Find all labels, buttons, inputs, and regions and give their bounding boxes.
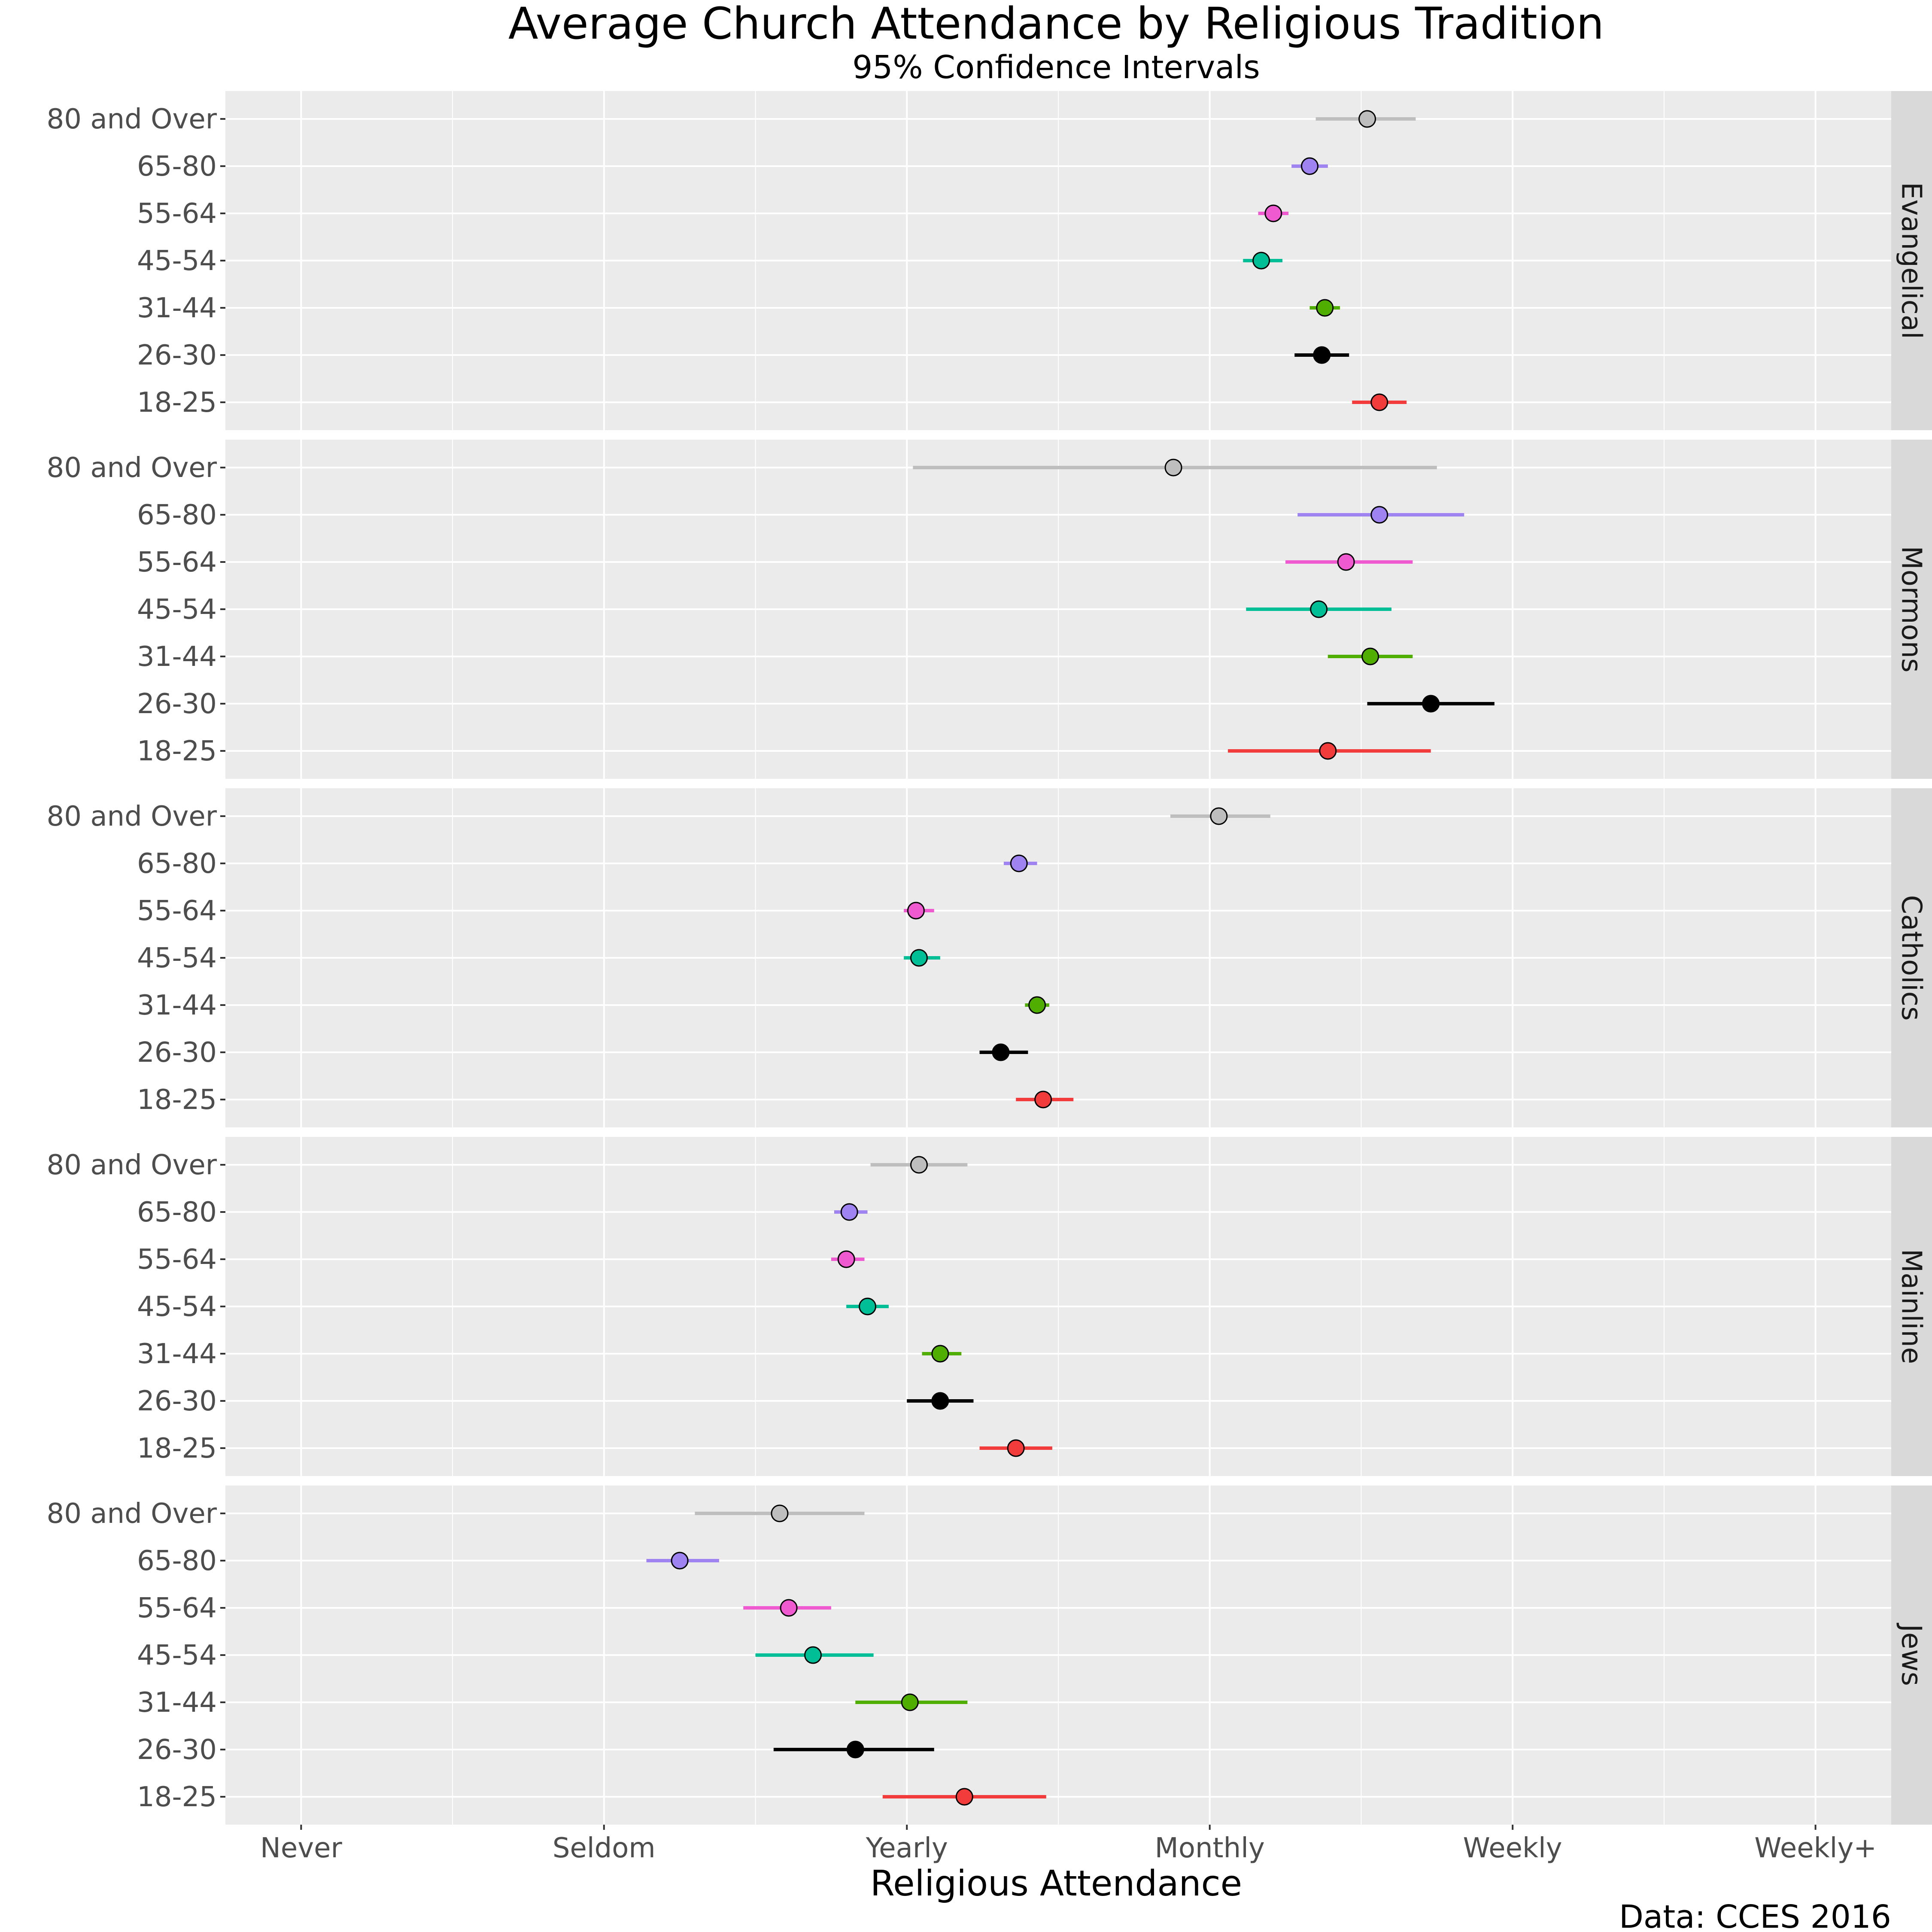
mean-point-31-44: [1316, 299, 1334, 317]
mean-point-26-30: [846, 1741, 864, 1759]
y-tick-label: 45-54: [137, 594, 217, 626]
y-tick-label: 18-25: [137, 1084, 217, 1116]
panel-mainline: 80 and Over 65-80 55-64 45-54 31-44 26-30 18-2…: [47, 1137, 1932, 1476]
mean-point-65-80: [671, 1552, 689, 1570]
x-axis-label: Religious Attendance: [870, 1863, 1242, 1904]
x-tick-label: Weekly+: [1754, 1832, 1877, 1864]
y-tick-label: 31-44: [137, 990, 217, 1021]
facet-strip: [1891, 1137, 1932, 1476]
facet-strip: [1891, 1485, 1932, 1825]
x-tick-label: Yearly: [866, 1832, 948, 1864]
facet-panels: 80 and Over 65-80 55-64 45-54 31-44 26-30 18-2…: [47, 91, 1932, 1825]
mean-point-80-and-over: [1358, 110, 1376, 128]
mean-point-80-and-over: [910, 1156, 928, 1174]
panel-evangelical: 80 and Over 65-80 55-64 45-54 31-44 26-30 18-2…: [47, 91, 1932, 430]
y-tick-label: 18-25: [137, 735, 217, 767]
panel-catholics: 80 and Over 65-80 55-64 45-54 31-44 26-30 18-2…: [47, 788, 1932, 1127]
y-tick-label: 80 and Over: [47, 1498, 217, 1530]
mean-point-18-25: [1034, 1091, 1052, 1109]
mean-point-65-80: [840, 1203, 858, 1221]
y-tick-label: 31-44: [137, 292, 217, 324]
facet-strip-label: Mormons: [1896, 546, 1927, 673]
y-tick-label: 45-54: [137, 1640, 217, 1671]
mean-point-45-54: [1252, 252, 1270, 270]
mean-point-55-64: [1337, 553, 1355, 571]
y-tick-label: 80 and Over: [47, 1149, 217, 1181]
mean-point-18-25: [955, 1788, 973, 1806]
y-tick-label: 80 and Over: [47, 801, 217, 832]
x-axis: Never Seldom Yearly Monthly Weekly Weekly+: [260, 1825, 1877, 1864]
mean-point-26-30: [1422, 695, 1440, 713]
y-tick-label: 80 and Over: [47, 103, 217, 135]
mean-point-31-44: [1361, 647, 1379, 665]
y-tick-label: 26-30: [137, 1385, 217, 1417]
mean-point-65-80: [1301, 157, 1319, 175]
mean-point-65-80: [1370, 506, 1388, 524]
mean-point-26-30: [931, 1392, 949, 1410]
mean-point-55-64: [907, 902, 925, 920]
mean-point-31-44: [931, 1345, 949, 1363]
y-tick-label: 80 and Over: [47, 452, 217, 484]
x-tick-label: Never: [260, 1832, 343, 1864]
y-tick-label: 55-64: [137, 895, 217, 927]
mean-point-45-54: [859, 1297, 877, 1315]
mean-point-26-30: [992, 1043, 1010, 1061]
facet-strip-label: Catholics: [1896, 895, 1927, 1021]
facet-strip-label: Evangelical: [1896, 182, 1927, 339]
y-tick-label: 26-30: [137, 340, 217, 371]
y-tick-label: 26-30: [137, 688, 217, 720]
chart-title: Average Church Attendance by Religious T…: [508, 0, 1604, 49]
facet-strip-label: Jews: [1896, 1622, 1927, 1686]
y-tick-label: 65-80: [137, 151, 217, 182]
facet-strip-label: Mainline: [1896, 1249, 1927, 1364]
mean-point-80-and-over: [1164, 459, 1182, 477]
y-tick-label: 31-44: [137, 1338, 217, 1370]
y-tick-label: 65-80: [137, 499, 217, 531]
x-tick-label: Seldom: [553, 1832, 656, 1864]
mean-point-55-64: [1264, 204, 1282, 222]
mean-point-65-80: [1010, 854, 1028, 872]
y-tick-label: 55-64: [137, 1244, 217, 1276]
mean-point-45-54: [1310, 600, 1328, 618]
y-tick-label: 26-30: [137, 1734, 217, 1766]
mean-point-80-and-over: [771, 1504, 789, 1522]
mean-point-55-64: [780, 1599, 798, 1617]
mean-point-31-44: [1028, 996, 1046, 1014]
y-tick-label: 31-44: [137, 1687, 217, 1719]
facet-strip: [1891, 440, 1932, 779]
y-tick-label: 18-25: [137, 387, 217, 419]
y-tick-label: 18-25: [137, 1781, 217, 1813]
mean-point-45-54: [910, 949, 928, 967]
y-tick-label: 45-54: [137, 1291, 217, 1323]
y-tick-label: 18-25: [137, 1433, 217, 1464]
y-tick-label: 31-44: [137, 641, 217, 673]
mean-point-45-54: [804, 1646, 822, 1664]
x-tick-label: Monthly: [1155, 1832, 1265, 1864]
facet-strip: [1891, 788, 1932, 1127]
y-tick-label: 45-54: [137, 942, 217, 974]
mean-point-18-25: [1319, 742, 1337, 760]
y-tick-label: 65-80: [137, 1197, 217, 1228]
y-tick-label: 26-30: [137, 1037, 217, 1069]
panel-mormons: 80 and Over 65-80 55-64 45-54 31-44 26-30 18-2…: [47, 440, 1932, 779]
x-tick-label: Weekly: [1463, 1832, 1562, 1864]
mean-point-80-and-over: [1210, 807, 1228, 825]
chart-subtitle: 95% Confidence Intervals: [852, 49, 1260, 86]
panel-jews: 80 and Over 65-80 55-64 45-54 31-44 26-30 18-2…: [47, 1485, 1932, 1825]
y-tick-label: 45-54: [137, 245, 217, 277]
mean-point-31-44: [901, 1693, 919, 1711]
y-tick-label: 55-64: [137, 547, 217, 578]
y-tick-label: 65-80: [137, 1545, 217, 1577]
caption: Data: CCES 2016: [1619, 1899, 1891, 1932]
y-tick-label: 65-80: [137, 848, 217, 880]
mean-point-26-30: [1313, 346, 1331, 364]
facet-strip: [1891, 91, 1932, 430]
y-tick-label: 55-64: [137, 1592, 217, 1624]
y-tick-label: 55-64: [137, 198, 217, 230]
mean-point-55-64: [837, 1250, 855, 1268]
mean-point-18-25: [1370, 393, 1388, 411]
mean-point-18-25: [1007, 1439, 1025, 1457]
